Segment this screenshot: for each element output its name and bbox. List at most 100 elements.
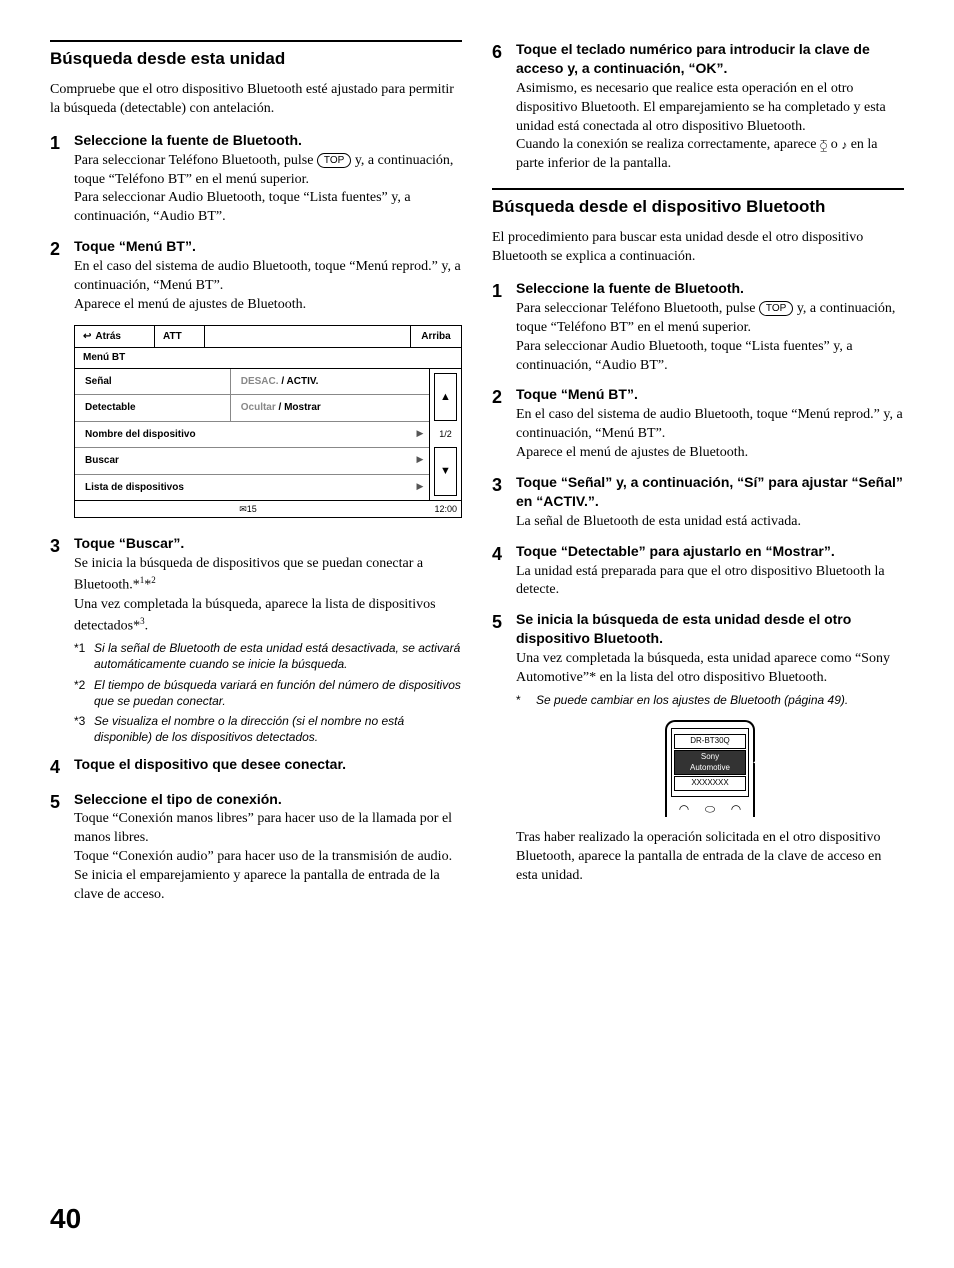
- step-text: Aparece el menú de ajustes de Bluetooth.: [516, 444, 904, 463]
- step-num: 1: [492, 279, 516, 375]
- phone-buttons: ◠ ⬭ ◠: [671, 801, 749, 817]
- step-text: La unidad está preparada para que el otr…: [516, 563, 904, 601]
- arriba-button[interactable]: Arriba: [411, 326, 461, 348]
- ui-bottom-bar: ✉15 12:00: [75, 500, 461, 517]
- step-body: Toque “Menú BT”. En el caso del sistema …: [516, 385, 904, 463]
- footnote-mark: *3: [74, 713, 94, 745]
- play-icon: ▶: [411, 448, 429, 474]
- cell-label: Nombre del dispositivo: [75, 422, 411, 448]
- step-2-left: 2 Toque “Menú BT”. En el caso del sistem…: [50, 237, 462, 315]
- section-rule-right: [492, 188, 904, 190]
- phone-item-3: XXXXXXX: [674, 776, 746, 791]
- step-6-right: 6 Toque el teclado numérico para introdu…: [492, 40, 904, 174]
- cell-label: Señal: [75, 369, 231, 395]
- phone-btn-left-icon: ◠: [679, 801, 689, 817]
- back-button[interactable]: ↩ Atrás: [75, 326, 155, 348]
- step-num: 4: [492, 542, 516, 601]
- activ-text: / ACTIV.: [279, 376, 319, 387]
- footnote-2: *2El tiempo de búsqueda variará en funci…: [74, 677, 462, 709]
- intro-right: El procedimiento para buscar esta unidad…: [492, 229, 904, 267]
- step-text: Para seleccionar Teléfono Bluetooth, pul…: [74, 152, 462, 190]
- play-icon: ▶: [411, 475, 429, 501]
- footnote-text: Se visualiza el nombre o la dirección (s…: [94, 713, 462, 745]
- step-4-left: 4 Toque el dispositivo que desee conecta…: [50, 755, 462, 779]
- row-senal[interactable]: Señal DESAC. / ACTIV.: [75, 369, 429, 396]
- row-buscar[interactable]: Buscar ▶: [75, 448, 429, 475]
- step-text: La señal de Bluetooth de esta unidad est…: [516, 513, 904, 532]
- step-body: Seleccione la fuente de Bluetooth. Para …: [74, 131, 462, 227]
- step-title: Toque el teclado numérico para introduci…: [516, 40, 904, 78]
- play-icon: ▶: [411, 422, 429, 448]
- step-title: Toque el dispositivo que desee conectar.: [74, 755, 462, 774]
- phone-btn-mid-icon: ⬭: [705, 801, 715, 817]
- step-5-left: 5 Seleccione el tipo de conexión. Toque …: [50, 790, 462, 905]
- phone-item-sony: Sony Automotive ◀: [674, 750, 746, 776]
- up-button[interactable]: ▲: [434, 373, 457, 422]
- step-num: 3: [50, 534, 74, 745]
- section-rule-left: [50, 40, 462, 42]
- row-detectable[interactable]: Detectable Ocultar / Mostrar: [75, 395, 429, 422]
- page-columns: Búsqueda desde esta unidad Compruebe que…: [50, 40, 904, 915]
- step-body: Toque “Menú BT”. En el caso del sistema …: [74, 237, 462, 315]
- ui-body: Señal DESAC. / ACTIV. Detectable Ocultar…: [75, 369, 461, 501]
- count: 15: [247, 504, 257, 514]
- step-body: Seleccione la fuente de Bluetooth. Para …: [516, 279, 904, 375]
- ui-side-nav: ▲ 1/2 ▼: [429, 369, 461, 501]
- footnote-3: *3Se visualiza el nombre o la dirección …: [74, 713, 462, 745]
- step-body: Toque el dispositivo que desee conectar.: [74, 755, 462, 779]
- footnote-text: El tiempo de búsqueda variará en función…: [94, 677, 462, 709]
- cell-label: Lista de dispositivos: [75, 475, 411, 501]
- step-text: Una vez completada la búsqueda, aparece …: [74, 596, 462, 636]
- step-text: Una vez completada la búsqueda, esta uni…: [516, 650, 904, 688]
- step-title: Seleccione la fuente de Bluetooth.: [516, 279, 904, 298]
- step-text: Cuando la conexión se realiza correctame…: [516, 136, 904, 174]
- page-indicator: 1/2: [430, 425, 461, 443]
- top-button-icon: TOP: [759, 301, 793, 317]
- down-button[interactable]: ▼: [434, 447, 457, 496]
- step-text: En el caso del sistema de audio Bluetoot…: [516, 406, 904, 444]
- row-lista[interactable]: Lista de dispositivos ▶: [75, 475, 429, 501]
- footnote-text: Si la señal de Bluetooth de esta unidad …: [94, 640, 462, 672]
- step-text: Toque “Conexión audio” para hacer uso de…: [74, 848, 462, 867]
- intro-left: Compruebe que el otro dispositivo Blueto…: [50, 81, 462, 119]
- text-part: Se inicia la búsqueda de dispositivos qu…: [74, 556, 423, 593]
- back-label: Atrás: [95, 330, 121, 344]
- footnote-mark: *2: [74, 677, 94, 709]
- left-column: Búsqueda desde esta unidad Compruebe que…: [50, 40, 462, 915]
- phone-item-line2: Automotive: [690, 763, 730, 772]
- ui-top-bar: ↩ Atrás ATT Arriba: [75, 326, 461, 349]
- or-text: o: [827, 137, 841, 152]
- right-column: 6 Toque el teclado numérico para introdu…: [492, 40, 904, 915]
- step-body: Seleccione el tipo de conexión. Toque “C…: [74, 790, 462, 905]
- step-body: Toque “Detectable” para ajustarlo en “Mo…: [516, 542, 904, 601]
- step-text: Para seleccionar Teléfono Bluetooth, pul…: [516, 300, 904, 338]
- bt-menu-screenshot: ↩ Atrás ATT Arriba Menú BT Señal DESAC. …: [74, 325, 462, 519]
- phone-body: DR-BT30Q Sony Automotive ◀ XXXXXXX ◠ ⬭ ◠: [665, 720, 755, 817]
- closing-text: Tras haber realizado la operación solici…: [516, 829, 904, 886]
- step-text: Para seleccionar Audio Bluetooth, toque …: [516, 338, 904, 376]
- step-text: Asimismo, es necesario que realice esta …: [516, 80, 904, 137]
- ui-spacer: [205, 326, 411, 348]
- footnote-mark: *: [516, 692, 536, 708]
- top-button-icon: TOP: [317, 153, 351, 169]
- row-nombre[interactable]: Nombre del dispositivo ▶: [75, 422, 429, 449]
- footnote-1: *1Si la señal de Bluetooth de esta unida…: [74, 640, 462, 672]
- step-title: Toque “Detectable” para ajustarlo en “Mo…: [516, 542, 904, 561]
- bottom-left-indicator: ✉15: [75, 501, 421, 517]
- step-1-right: 1 Seleccione la fuente de Bluetooth. Par…: [492, 279, 904, 375]
- step-num: 2: [50, 237, 74, 315]
- step-text: Aparece el menú de ajustes de Bluetooth.: [74, 296, 462, 315]
- step-title: Se inicia la búsqueda de esta unidad des…: [516, 610, 904, 648]
- step-4-right: 4 Toque “Detectable” para ajustarlo en “…: [492, 542, 904, 601]
- phone-screen: DR-BT30Q Sony Automotive ◀ XXXXXXX: [671, 728, 749, 797]
- footnote-mark: *1: [74, 640, 94, 672]
- step-title: Seleccione el tipo de conexión.: [74, 790, 462, 809]
- menu-bt-label: Menú BT: [75, 348, 461, 369]
- back-arrow-icon: ↩: [83, 330, 91, 344]
- clock: 12:00: [421, 501, 461, 517]
- desac-text: DESAC.: [241, 376, 279, 387]
- cell-label: Buscar: [75, 448, 411, 474]
- step-2-right: 2 Toque “Menú BT”. En el caso del sistem…: [492, 385, 904, 463]
- step-num: 5: [50, 790, 74, 905]
- cell-value: DESAC. / ACTIV.: [231, 369, 429, 395]
